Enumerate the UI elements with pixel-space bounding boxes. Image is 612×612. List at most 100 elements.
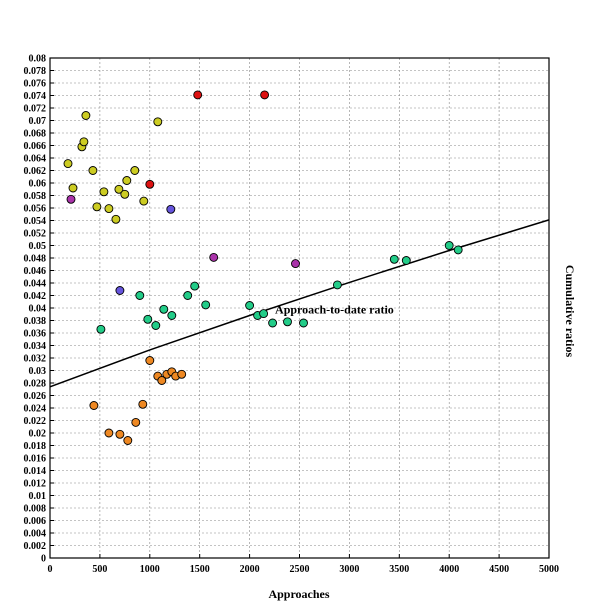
data-point xyxy=(79,137,89,147)
data-point xyxy=(444,241,454,250)
data-point xyxy=(291,259,300,269)
data-point xyxy=(145,179,155,189)
data-point xyxy=(114,184,124,194)
y-tick-label: 0.044 xyxy=(24,279,47,290)
y-tick-label: 0.038 xyxy=(24,316,47,327)
data-point xyxy=(153,117,163,127)
data-point xyxy=(115,286,125,295)
data-point xyxy=(68,183,78,193)
data-point xyxy=(143,314,153,324)
data-point xyxy=(111,214,121,224)
data-point xyxy=(268,318,278,328)
data-point xyxy=(135,291,145,300)
y-tick-label: 0.064 xyxy=(24,154,47,165)
y-tick-label: 0.006 xyxy=(24,516,47,527)
y-tick-label: 0.054 xyxy=(24,216,47,227)
data-point xyxy=(145,356,155,365)
y-tick-label: 0.012 xyxy=(24,479,47,490)
data-point xyxy=(99,187,109,197)
data-point xyxy=(89,401,99,410)
y-tick-label: 0.032 xyxy=(24,354,47,365)
y-tick-label: 0.004 xyxy=(24,529,47,540)
x-tick-labels: 0 500 1000 1500 2000 2500 3000 3500 4000 4500 5000 xyxy=(48,564,560,575)
x-axis-label: Approaches xyxy=(268,587,329,601)
data-point xyxy=(177,369,187,379)
data-point xyxy=(123,436,133,445)
y-tick-label: 0.026 xyxy=(24,391,47,402)
y-tick-label: 0.08 xyxy=(29,54,47,65)
data-point xyxy=(130,166,140,175)
y-tick-label: 0.06 xyxy=(29,179,47,190)
data-point xyxy=(209,252,219,262)
y-tick-label: 0.058 xyxy=(24,191,47,202)
grid xyxy=(50,58,549,558)
y-tick-label: 0.076 xyxy=(24,79,47,90)
x-tick-label: 3000 xyxy=(339,564,359,575)
data-point xyxy=(157,376,167,385)
y-tick-label: 0.078 xyxy=(24,66,47,77)
data-point xyxy=(66,194,76,204)
data-point xyxy=(81,111,91,120)
data-point xyxy=(183,291,193,300)
x-tick-label: 4000 xyxy=(439,564,459,575)
data-point xyxy=(190,281,200,291)
y-tick-label: 0.052 xyxy=(24,229,47,240)
data-point xyxy=(131,417,141,427)
y-tick-label: 0 xyxy=(41,554,46,565)
data-point xyxy=(389,254,399,264)
trend-line-label: Approach-to-date ratio xyxy=(275,302,394,316)
y-tick-label: 0.048 xyxy=(24,254,47,265)
x-tick-label: 3500 xyxy=(389,564,409,575)
y-axis-label: Cumulative ratios xyxy=(563,265,577,358)
data-points xyxy=(63,90,463,445)
y-tick-label: 0.01 xyxy=(29,491,47,502)
x-tick-label: 2000 xyxy=(240,564,260,575)
y-tick-label: 0.04 xyxy=(29,304,47,315)
y-tick-label: 0.018 xyxy=(24,441,47,452)
trend-line xyxy=(49,219,550,388)
y-tick-label: 0.034 xyxy=(24,341,47,352)
y-tick-label: 0.028 xyxy=(24,379,47,390)
data-point xyxy=(120,189,130,199)
data-point xyxy=(260,90,270,100)
data-point xyxy=(63,159,73,169)
data-point xyxy=(283,317,292,327)
data-point xyxy=(401,256,411,265)
data-point xyxy=(88,166,98,175)
y-tick-label: 0.056 xyxy=(24,204,47,215)
data-point xyxy=(259,309,269,319)
x-tick-label: 5000 xyxy=(539,564,559,575)
x-tick-label: 0 xyxy=(48,564,53,575)
x-tick-label: 1500 xyxy=(190,564,210,575)
y-tick-label: 0.036 xyxy=(24,329,47,340)
data-point xyxy=(166,204,176,214)
data-point xyxy=(122,176,132,185)
y-tick-label: 0.024 xyxy=(24,404,47,415)
data-point xyxy=(151,321,161,330)
data-point xyxy=(193,90,203,100)
y-tick-label: 0.066 xyxy=(24,141,47,152)
y-tick-label: 0.05 xyxy=(29,241,47,252)
data-point xyxy=(96,324,106,334)
data-point xyxy=(245,301,255,310)
data-point xyxy=(332,280,342,290)
x-tick-label: 4500 xyxy=(489,564,509,575)
y-tick-label: 0.072 xyxy=(24,104,47,115)
data-point xyxy=(104,428,114,438)
data-point xyxy=(92,202,102,212)
data-point xyxy=(453,245,463,255)
data-point xyxy=(167,311,177,320)
data-point xyxy=(201,300,211,310)
y-tick-label: 0.068 xyxy=(24,129,47,140)
x-tick-label: 2500 xyxy=(290,564,310,575)
y-tick-label: 0.042 xyxy=(24,291,47,302)
y-tick-label: 0.022 xyxy=(24,416,47,427)
data-point xyxy=(299,318,308,328)
y-tick-label: 0.008 xyxy=(24,504,47,515)
y-tick-label: 0.03 xyxy=(29,366,47,377)
x-tick-label: 1000 xyxy=(140,564,160,575)
data-point xyxy=(139,196,149,206)
axis-ticks xyxy=(49,57,550,559)
